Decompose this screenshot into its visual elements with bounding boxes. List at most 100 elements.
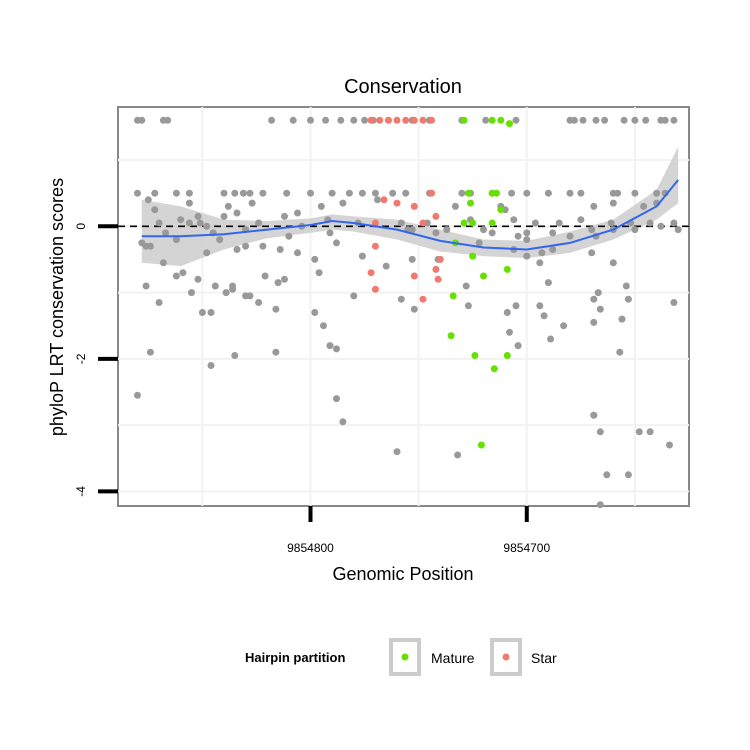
legend-dot-mature (401, 653, 409, 661)
point-other (382, 262, 390, 270)
point-mature (469, 252, 477, 260)
point-other (294, 209, 301, 217)
point-other (614, 189, 622, 197)
point-other (151, 189, 159, 197)
point-mature (464, 189, 472, 197)
point-other (194, 212, 202, 220)
point-star (384, 116, 392, 124)
x-tick-label: 9854800 (287, 541, 334, 555)
point-other (162, 229, 170, 237)
point-other (350, 116, 358, 124)
point-other (588, 226, 596, 234)
legend: Hairpin partition Mature Star (245, 638, 557, 676)
point-other (203, 222, 211, 230)
point-other (640, 202, 648, 210)
point-other (624, 471, 632, 479)
point-other (294, 249, 301, 257)
point-other (661, 116, 669, 124)
point-other (283, 189, 291, 197)
point-other (389, 189, 397, 197)
point-other (523, 189, 531, 197)
point-other (371, 189, 379, 197)
point-mature (449, 292, 457, 300)
point-star (393, 199, 401, 207)
point-other (144, 196, 152, 204)
point-other (512, 116, 520, 124)
point-other (540, 312, 548, 320)
point-other (185, 189, 193, 197)
point-star (428, 116, 436, 124)
point-other (224, 202, 232, 210)
point-other (311, 255, 319, 263)
chart-title: Conservation (344, 76, 462, 98)
point-other (566, 232, 574, 240)
point-other (333, 239, 340, 247)
point-other (242, 242, 250, 250)
point-other (620, 116, 628, 124)
x-axis-title: Genomic Position (332, 564, 473, 584)
point-other (328, 189, 336, 197)
point-other (596, 428, 604, 436)
point-other (631, 116, 639, 124)
point-other (164, 116, 172, 124)
point-other (544, 189, 552, 197)
point-star (367, 116, 375, 124)
point-other (233, 209, 241, 217)
point-other (207, 309, 215, 316)
point-other (536, 259, 544, 267)
point-other (607, 219, 615, 227)
point-other (588, 249, 596, 257)
point-other (514, 342, 522, 350)
point-other (601, 116, 609, 124)
point-other (653, 189, 661, 197)
point-other (259, 189, 267, 197)
point-other (307, 116, 314, 124)
point-other (231, 189, 239, 197)
point-other (285, 232, 293, 240)
point-other (594, 289, 602, 297)
point-star (371, 285, 379, 293)
point-star (402, 116, 410, 124)
point-other (397, 219, 405, 227)
point-other (339, 418, 347, 426)
point-star (380, 196, 388, 204)
point-other (211, 282, 219, 290)
point-star (419, 219, 427, 227)
point-other (577, 216, 585, 224)
point-other (374, 196, 381, 204)
point-other (624, 295, 632, 303)
point-other (609, 199, 617, 207)
point-other (185, 219, 193, 227)
point-other (523, 236, 531, 244)
point-other (337, 116, 345, 124)
point-other (358, 189, 366, 197)
confidence-ribbon (141, 146, 679, 267)
point-other (207, 362, 215, 369)
point-star (432, 265, 440, 273)
point-mature (497, 116, 505, 124)
point-other (631, 189, 639, 197)
point-other (255, 219, 263, 227)
point-other (408, 255, 416, 263)
point-other (480, 226, 487, 234)
point-other (622, 282, 630, 290)
point-other (220, 189, 228, 197)
point-other (510, 216, 518, 224)
point-other (503, 309, 511, 316)
point-other (222, 289, 230, 297)
point-other (454, 451, 462, 459)
point-other (646, 428, 654, 436)
point-other (451, 202, 459, 210)
point-other (579, 116, 587, 124)
axes: 9854800 9854700 0 -2 -4 (74, 223, 550, 555)
point-mature (488, 116, 496, 124)
point-other (646, 219, 654, 227)
point-star (419, 116, 427, 124)
point-other (393, 448, 401, 456)
point-star (393, 116, 401, 124)
point-other (220, 212, 228, 220)
point-other (320, 322, 327, 330)
point-other (159, 259, 167, 267)
point-other (538, 249, 546, 257)
point-other (179, 269, 187, 277)
